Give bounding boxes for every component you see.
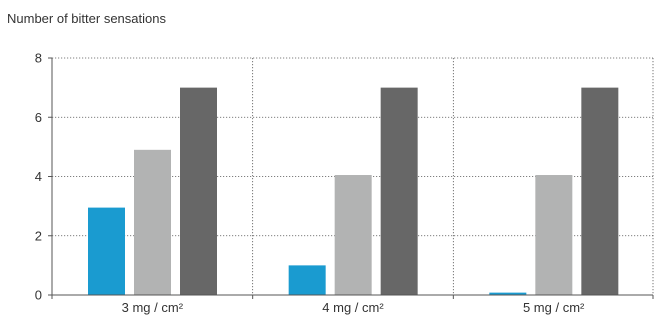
bar-3-series-1 [489,292,527,295]
bar-2-series-3 [380,87,418,295]
bar-3-series-3 [581,87,619,295]
bar-2-series-1 [288,265,326,295]
y-tick-label-2: 2 [35,228,42,243]
y-tick-label-4: 4 [35,169,42,184]
bars [88,87,619,295]
bar-2-series-2 [334,175,372,295]
x-category-label-1: 3 mg / cm² [122,300,184,315]
bar-1-series-3 [180,87,217,295]
y-tick-label-6: 6 [35,110,42,125]
bar-1-series-1 [88,207,125,295]
bar-3-series-2 [535,175,573,295]
x-category-label-3: 5 mg / cm² [523,300,585,315]
y-tick-label-0: 0 [35,288,42,303]
x-category-label-2: 4 mg / cm² [322,300,384,315]
y-ticks: 0 2 4 6 8 [35,51,654,303]
bar-1-series-2 [134,149,171,295]
y-axis-label: Number of bitter sensations [7,11,166,26]
x-categories: 3 mg / cm² 4 mg / cm² 5 mg / cm² [122,300,585,315]
y-tick-label-8: 8 [35,51,42,66]
